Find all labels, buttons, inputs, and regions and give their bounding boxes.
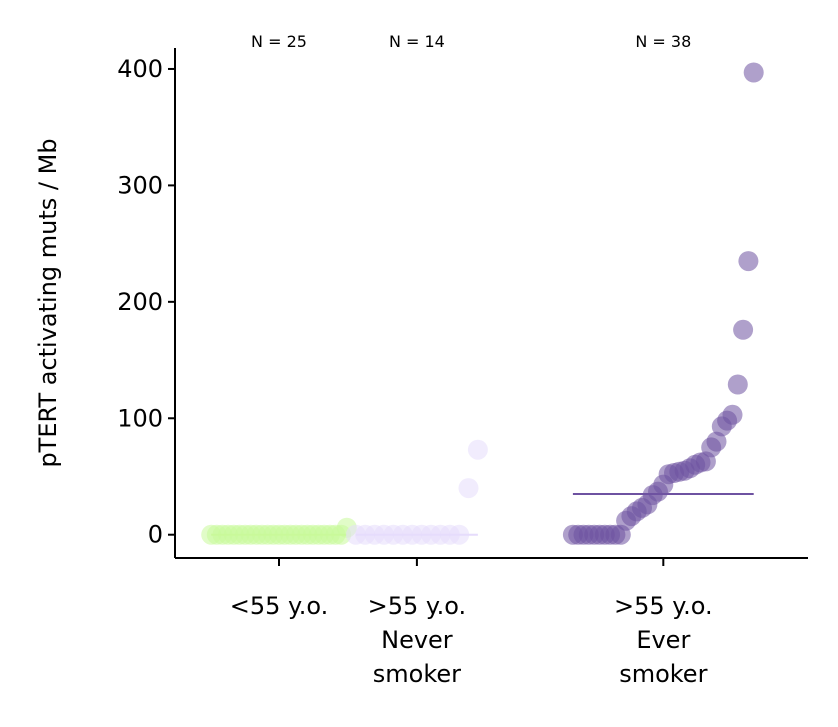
x-tick-label: Ever (636, 626, 690, 654)
y-tick-label: 100 (117, 404, 163, 432)
data-point (706, 431, 727, 452)
axes: 0 100 200 300 400 <55 y.o. N = 25 >55 y.o. Never… (117, 32, 808, 688)
data-point (733, 319, 754, 340)
data-point (722, 404, 743, 425)
y-tick-label: 200 (117, 288, 163, 316)
n-count-label: N = 38 (635, 32, 691, 51)
data-point (738, 251, 759, 272)
y-axis-title: pTERT activating muts / Mb (34, 138, 62, 467)
data-point (743, 62, 764, 83)
data-point (727, 374, 748, 395)
plot-area (201, 62, 764, 545)
x-tick-label: Never (381, 626, 453, 654)
n-count-label: N = 14 (389, 32, 445, 51)
x-tick-label: >55 y.o. (614, 592, 713, 620)
y-tick-label: 400 (117, 55, 163, 83)
n-count-label: N = 25 (251, 32, 307, 51)
x-tick-label: >55 y.o. (368, 592, 467, 620)
data-point (467, 439, 488, 460)
y-tick-label: 300 (117, 171, 163, 199)
data-point (458, 478, 479, 499)
x-tick-label: smoker (619, 660, 707, 688)
x-tick-label: smoker (373, 660, 461, 688)
y-tick-label: 0 (148, 521, 163, 549)
x-tick-label: <55 y.o. (230, 592, 329, 620)
